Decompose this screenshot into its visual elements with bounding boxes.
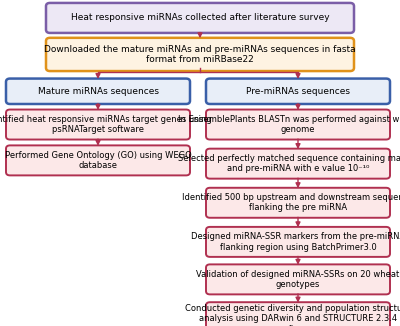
FancyBboxPatch shape xyxy=(206,79,390,104)
FancyBboxPatch shape xyxy=(206,227,390,257)
Text: Conducted genetic diversity and population structure
analysis using DARwin 6 and: Conducted genetic diversity and populati… xyxy=(185,304,400,326)
FancyBboxPatch shape xyxy=(6,79,190,104)
FancyBboxPatch shape xyxy=(206,110,390,140)
FancyBboxPatch shape xyxy=(206,264,390,294)
FancyBboxPatch shape xyxy=(206,302,390,326)
Text: Identified 500 bp upstream and downstream sequence
flanking the pre miRNA: Identified 500 bp upstream and downstrea… xyxy=(182,193,400,213)
FancyBboxPatch shape xyxy=(206,188,390,218)
Text: Downloaded the mature miRNAs and pre-miRNAs sequences in fasta
format from miRBa: Downloaded the mature miRNAs and pre-miR… xyxy=(44,45,356,64)
Text: Mature miRNAs sequences: Mature miRNAs sequences xyxy=(38,87,158,96)
FancyBboxPatch shape xyxy=(206,149,390,179)
Text: Selected perfectly matched sequence containing mature
and pre-miRNA with e value: Selected perfectly matched sequence cont… xyxy=(178,154,400,173)
Text: Performed Gene Ontology (GO) using WEGO
database: Performed Gene Ontology (GO) using WEGO … xyxy=(5,151,191,170)
Text: Heat responsive miRNAs collected after literature survey: Heat responsive miRNAs collected after l… xyxy=(71,13,329,22)
Text: Validation of designed miRNA-SSRs on 20 wheat
genotypes: Validation of designed miRNA-SSRs on 20 … xyxy=(196,270,400,289)
Text: Designed miRNA-SSR markers from the pre-miRNA
flanking region using BatchPrimer3: Designed miRNA-SSR markers from the pre-… xyxy=(191,232,400,252)
FancyBboxPatch shape xyxy=(46,3,354,33)
FancyBboxPatch shape xyxy=(46,38,354,71)
FancyBboxPatch shape xyxy=(6,145,190,175)
FancyBboxPatch shape xyxy=(6,110,190,140)
Text: In EnsemblePlants BLASTn was performed against wheat
genome: In EnsemblePlants BLASTn was performed a… xyxy=(178,115,400,134)
Text: Pre-miRNAs sequences: Pre-miRNAs sequences xyxy=(246,87,350,96)
Text: Identified heat responsive miRNAs target genes using
psRNATarget software: Identified heat responsive miRNAs target… xyxy=(0,115,212,134)
